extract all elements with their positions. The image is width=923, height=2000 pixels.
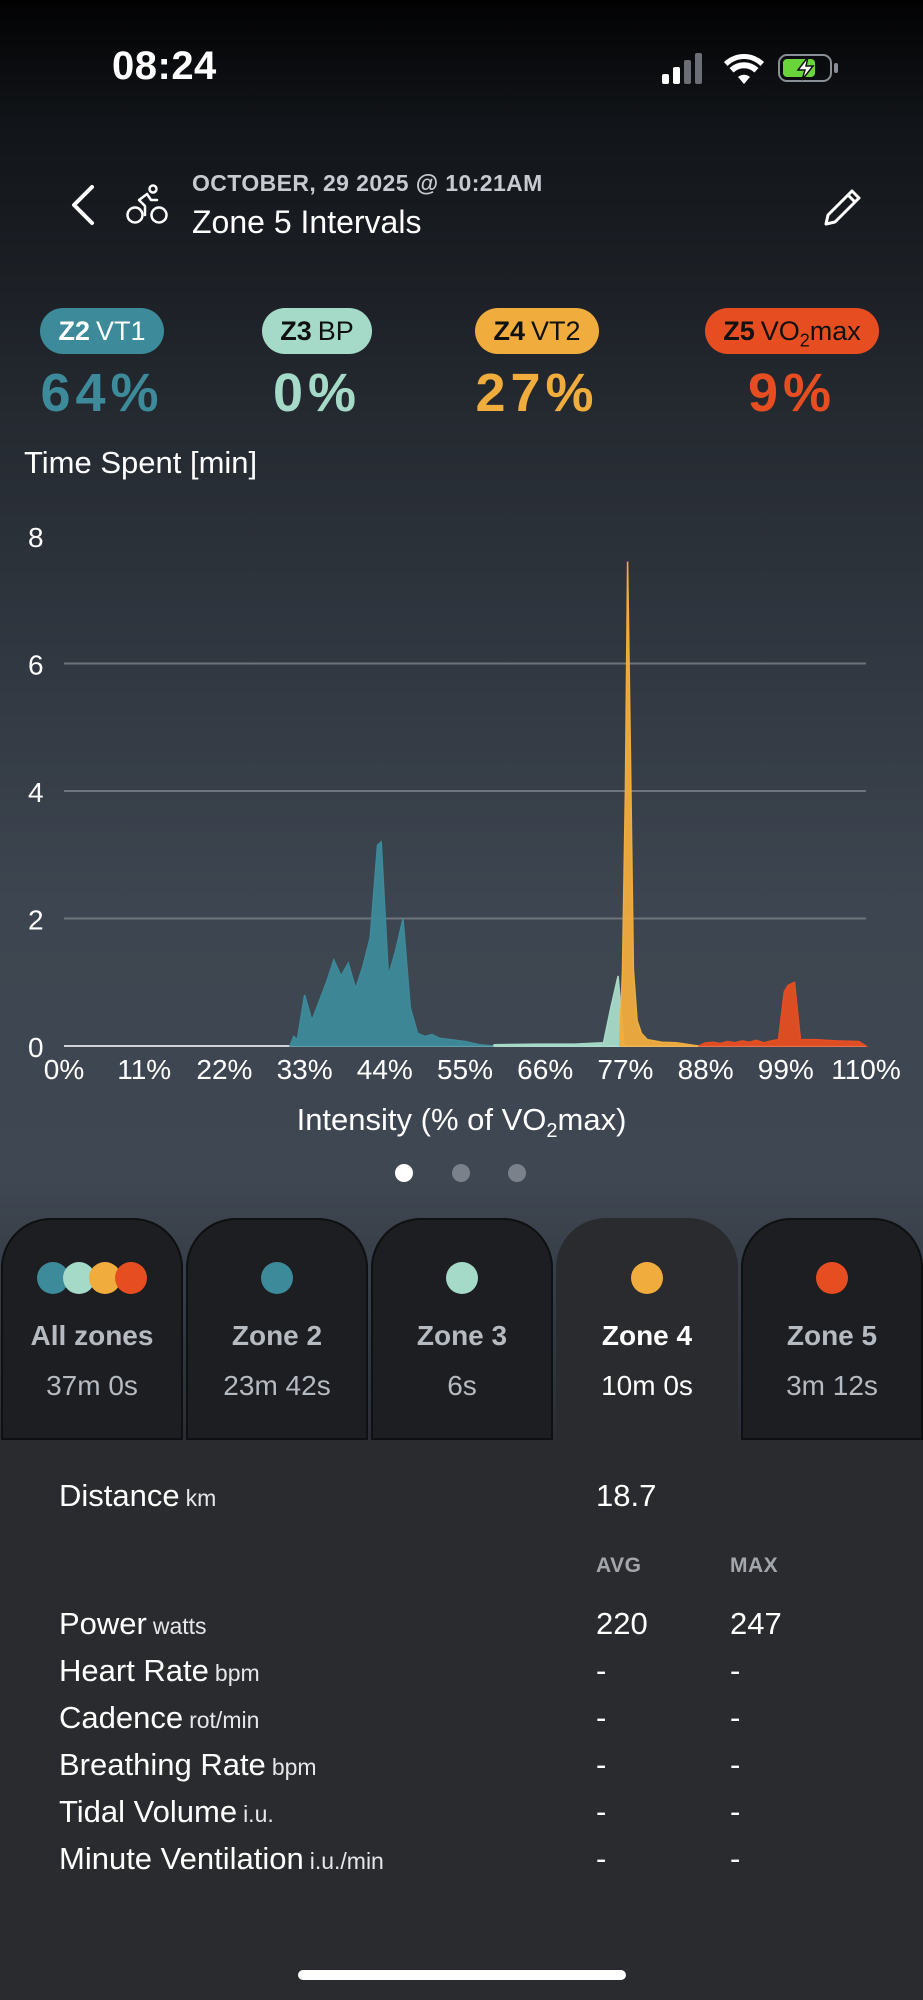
zone-summary-z4: Z4 VT2 27% xyxy=(437,308,637,424)
stat-breathing-rate-avg: - xyxy=(596,1747,607,1782)
time-in-zone-chart: 0 2 4 6 8 0% 11% 22% 33% 44% 55% 66% 77% 88% 99% 110% xyxy=(28,522,901,1085)
workout-date: OCTOBER, 29 2025 @ 10:21AM xyxy=(192,170,543,196)
zone5-dot xyxy=(115,1262,147,1294)
x-tick-label: 22% xyxy=(196,1054,252,1085)
zone-badge-z3: Z3 BP xyxy=(262,308,372,354)
tab-zone-4[interactable]: Zone 4 10m 0s xyxy=(556,1218,738,1440)
stat-breathing-rate-label: Breathing Rate bpm xyxy=(59,1747,317,1782)
stat-minute-ventilation-max: - xyxy=(730,1841,741,1876)
tab-time: 10m 0s xyxy=(601,1370,693,1401)
zone-percent-z4: 27% xyxy=(475,363,599,423)
stat-minute-ventilation-avg: - xyxy=(596,1841,607,1876)
tab-all-zones[interactable]: All zones 37m 0s xyxy=(1,1218,183,1440)
avg-header: AVG xyxy=(596,1554,642,1577)
y-tick-label: 2 xyxy=(28,905,44,936)
max-header: MAX xyxy=(730,1554,779,1577)
battery-charging-icon xyxy=(778,54,838,82)
x-tick-label: 66% xyxy=(517,1054,573,1085)
x-tick-label: 110% xyxy=(831,1054,901,1085)
x-axis-title: Intensity (% of VO2max) xyxy=(296,1102,627,1143)
x-tick-label: 0% xyxy=(44,1054,84,1085)
x-tick-label: 77% xyxy=(597,1054,653,1085)
zone3-dot xyxy=(446,1262,478,1294)
chevron-left-icon xyxy=(72,185,94,225)
y-tick-label: 0 xyxy=(28,1032,44,1063)
wifi-icon xyxy=(724,54,764,84)
tab-label: All zones xyxy=(30,1320,154,1351)
page-dot[interactable] xyxy=(395,1164,413,1182)
stat-power-max: 247 xyxy=(730,1606,782,1641)
stat-heart-rate-avg: - xyxy=(596,1653,607,1688)
chart-title: Time Spent [min] xyxy=(24,445,258,480)
tab-time: 37m 0s xyxy=(46,1370,138,1401)
cycling-icon xyxy=(126,184,168,224)
stat-heart-rate-label: Heart Rate bpm xyxy=(59,1653,260,1688)
x-tick-label: 99% xyxy=(758,1054,814,1085)
workout-title: Zone 5 Intervals xyxy=(192,204,422,240)
zone-summary-z5: Z5 VO2max 9% xyxy=(692,308,892,424)
stat-heart-rate-max: - xyxy=(730,1653,741,1688)
tab-zone-3[interactable]: Zone 3 6s xyxy=(371,1218,553,1440)
page-dot[interactable] xyxy=(508,1164,526,1182)
tab-zone-5[interactable]: Zone 5 3m 12s xyxy=(741,1218,923,1440)
tab-label: Zone 5 xyxy=(786,1320,878,1351)
zone-percent-z2: 64% xyxy=(40,363,164,423)
status-clock: 08:24 xyxy=(112,44,217,88)
x-tick-label: 44% xyxy=(357,1054,413,1085)
zone-dots xyxy=(1,1262,183,1296)
area-series-z5 xyxy=(697,981,869,1047)
stat-cadence-max: - xyxy=(730,1700,741,1735)
zone-percent-z5: 9% xyxy=(747,363,837,423)
zone2-dot xyxy=(261,1262,293,1294)
stat-tidal-volume-label: Tidal Volume i.u. xyxy=(59,1794,274,1829)
page-dot[interactable] xyxy=(452,1164,470,1182)
zone-summary-z2: Z2 VT1 64% xyxy=(2,308,202,424)
x-tick-label: 11% xyxy=(117,1054,171,1085)
zone-summary-z3: Z3 BP 0% xyxy=(217,308,417,424)
x-tick-label: 33% xyxy=(277,1054,333,1085)
area-series-z2 xyxy=(288,840,495,1047)
area-series-z3 xyxy=(493,975,625,1047)
x-tick-label: 88% xyxy=(678,1054,734,1085)
zone5-dot xyxy=(816,1262,848,1294)
zone-percent-z3: 0% xyxy=(272,363,362,423)
stat-minute-ventilation-label: Minute Ventilation i.u./min xyxy=(59,1841,384,1876)
tab-time: 6s xyxy=(447,1370,477,1401)
tab-label: Zone 3 xyxy=(416,1320,508,1351)
stat-power-avg: 220 xyxy=(596,1606,648,1641)
y-tick-label: 8 xyxy=(28,522,44,553)
stat-tidal-volume-max: - xyxy=(730,1794,741,1829)
tab-time: 23m 42s xyxy=(223,1370,331,1401)
tab-label: Zone 2 xyxy=(231,1320,323,1351)
area-series-z4 xyxy=(618,561,699,1047)
zone-badge-z4: Z4 VT2 xyxy=(475,308,599,354)
zone-badge-z5: Z5 VO2max xyxy=(705,308,879,354)
pencil-icon xyxy=(824,189,861,226)
zone-badge-z2: Z2 VT1 xyxy=(40,308,164,354)
home-indicator[interactable] xyxy=(298,1970,626,1980)
cellular-signal-icon xyxy=(662,53,702,84)
stat-tidal-volume-avg: - xyxy=(596,1794,607,1829)
stat-power-label: Power watts xyxy=(59,1606,207,1641)
status-icons xyxy=(662,53,838,84)
stat-cadence-label: Cadence rot/min xyxy=(59,1700,260,1735)
back-button[interactable] xyxy=(58,180,108,230)
x-tick-label: 55% xyxy=(437,1054,493,1085)
page-indicator[interactable] xyxy=(390,1162,535,1184)
stat-breathing-rate-max: - xyxy=(730,1747,741,1782)
stat-distance-label: Distance km xyxy=(59,1478,217,1513)
tab-label: Zone 4 xyxy=(601,1320,693,1351)
y-tick-label: 6 xyxy=(28,650,44,681)
edit-button[interactable] xyxy=(818,182,868,232)
stats-panel xyxy=(0,1440,923,2000)
tab-zone-2[interactable]: Zone 2 23m 42s xyxy=(186,1218,368,1440)
zone4-dot xyxy=(631,1262,663,1294)
tab-time: 3m 12s xyxy=(786,1370,878,1401)
stat-distance-value: 18.7 xyxy=(596,1478,657,1513)
y-tick-label: 4 xyxy=(28,777,44,808)
stat-cadence-avg: - xyxy=(596,1700,607,1735)
